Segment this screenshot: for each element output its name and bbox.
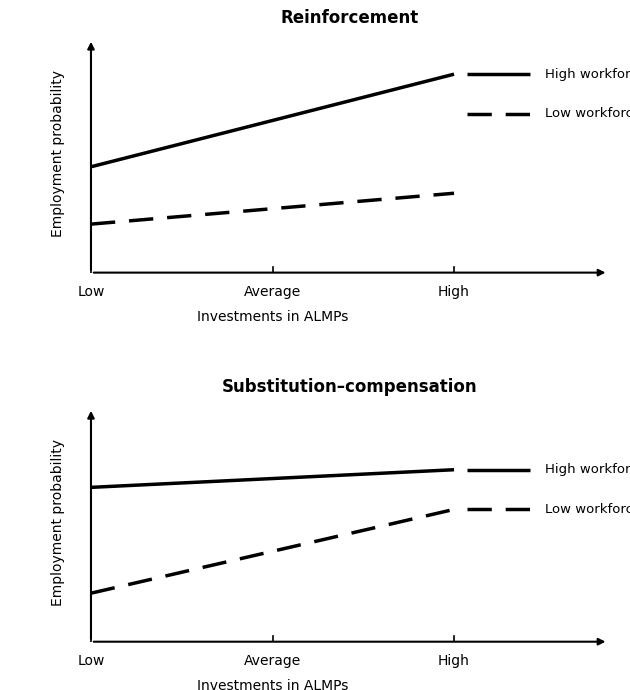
Text: Low workforce education level: Low workforce education level (545, 108, 630, 120)
Text: Investments in ALMPs: Investments in ALMPs (197, 679, 348, 690)
Text: Investments in ALMPs: Investments in ALMPs (197, 310, 348, 324)
Text: High: High (438, 285, 470, 299)
Text: High workforce education level: High workforce education level (545, 68, 630, 81)
Text: Average: Average (244, 285, 301, 299)
Text: Employment probability: Employment probability (51, 70, 66, 237)
Text: Average: Average (244, 654, 301, 668)
Title: Substitution–compensation: Substitution–compensation (222, 379, 478, 397)
Text: Low: Low (77, 654, 105, 668)
Text: High workforce education level: High workforce education level (545, 463, 630, 476)
Title: Reinforcement: Reinforcement (280, 10, 419, 28)
Text: Employment probability: Employment probability (51, 439, 66, 606)
Text: Low workforce education level: Low workforce education level (545, 503, 630, 516)
Text: High: High (438, 654, 470, 668)
Text: Low: Low (77, 285, 105, 299)
